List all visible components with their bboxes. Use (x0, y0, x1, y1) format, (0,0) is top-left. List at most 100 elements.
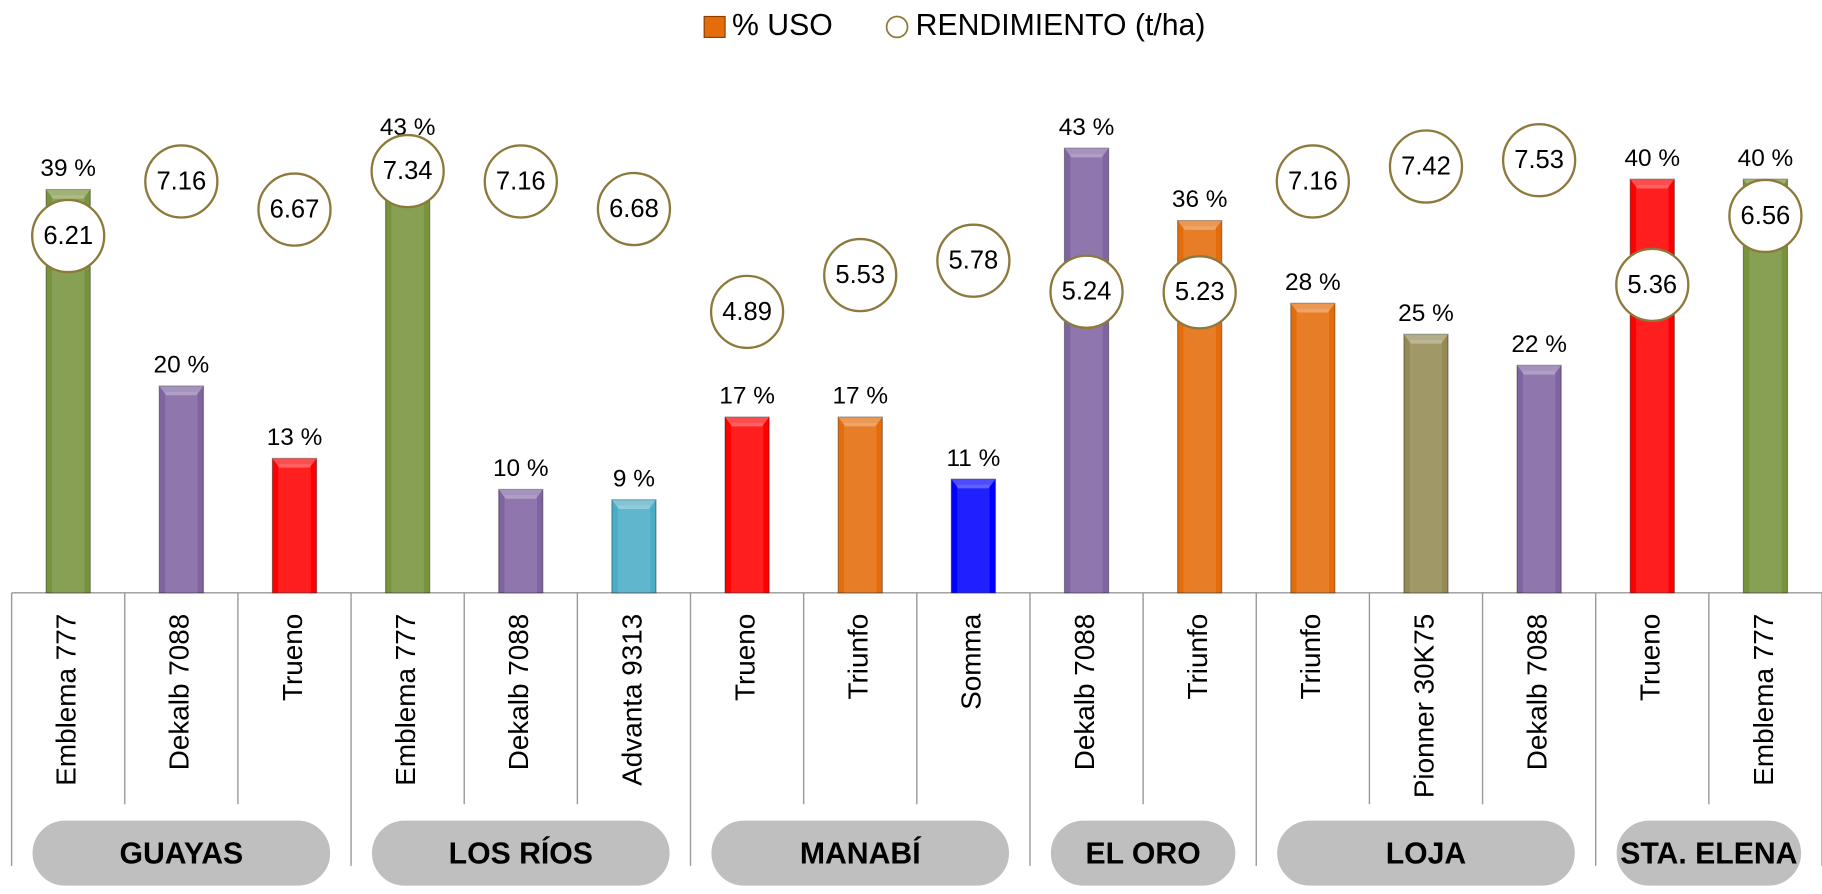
bar (384, 147, 431, 594)
yield-marker (31, 198, 106, 274)
bar-cap (159, 385, 204, 396)
bar (950, 478, 997, 594)
data-label: 28 % (1285, 269, 1341, 296)
yield-marker (257, 172, 332, 247)
data-label: 40 % (1624, 145, 1680, 172)
bar-bevel (391, 153, 424, 593)
yield-label: 6.67 (270, 196, 320, 224)
yield-marker (483, 144, 558, 219)
bar-cap (1403, 334, 1449, 344)
data-label: 43 % (1059, 114, 1115, 141)
yield-marker (1275, 144, 1351, 219)
yield-marker (1049, 254, 1124, 329)
yield-label: 7.16 (156, 167, 206, 195)
x-tick-label: Emblema 777 (390, 614, 421, 786)
yield-marker (370, 133, 445, 209)
yield-label: 5.23 (1175, 278, 1225, 306)
bar (724, 416, 770, 594)
bar-bevel (1070, 153, 1103, 593)
yield-label: 6.68 (609, 195, 659, 223)
yield-label: 6.21 (43, 222, 93, 250)
x-tick-label: Emblema 777 (51, 614, 82, 786)
data-label: 17 % (719, 383, 775, 410)
bar-bevel (843, 422, 877, 593)
x-tick-label: Dekalb 7088 (1069, 614, 1100, 771)
yield-marker (1615, 247, 1690, 323)
yield-label: 7.34 (383, 157, 433, 185)
group-pill (1272, 815, 1580, 891)
yield-marker (823, 237, 898, 313)
yield-label: 5.24 (1062, 278, 1112, 306)
group-label: EL ORO (1085, 837, 1200, 870)
yield-marker (596, 171, 672, 247)
legend-label: % USO (732, 9, 833, 42)
yield-label: 5.53 (835, 261, 885, 289)
data-label: 20 % (154, 352, 210, 379)
bar-cap (1630, 179, 1675, 189)
bar (611, 499, 657, 594)
x-tick-label: Dekalb 7088 (1521, 614, 1552, 771)
yield-marker (1728, 178, 1803, 254)
yield-label: 5.78 (949, 247, 999, 275)
yield-label: 7.16 (1288, 167, 1338, 195)
bar-bevel (1636, 184, 1669, 593)
group-pill (27, 815, 335, 891)
bar-cap (1290, 303, 1335, 313)
data-label: 39 % (40, 155, 96, 182)
bar (1290, 302, 1336, 594)
bar-cap (1517, 365, 1562, 375)
bar (1063, 147, 1110, 594)
data-label: 11 % (946, 445, 1000, 472)
group-label: STA. ELENA (1620, 837, 1797, 870)
bar (158, 385, 205, 594)
bar-cap (498, 489, 543, 499)
bar-bevel (617, 505, 651, 593)
yield-label: 4.89 (722, 298, 772, 326)
x-tick-label: Pionner 30K75 (1408, 614, 1439, 798)
x-tick-label: Trueno (1635, 614, 1666, 701)
bar-cap (838, 417, 883, 427)
bar-cap (951, 479, 996, 489)
bar-cap (46, 189, 91, 199)
yield-label: 7.42 (1401, 152, 1451, 180)
data-label: 22 % (1511, 331, 1567, 358)
yield-marker (1388, 129, 1464, 204)
legend: % USO RENDIMIENTO (t/ha) (703, 9, 1205, 42)
yield-marker (1162, 255, 1237, 330)
group-label: LOS RÍOS (449, 836, 593, 870)
bar-cap (1177, 220, 1222, 230)
bar-bevel (730, 422, 764, 593)
bar (1403, 333, 1449, 594)
x-tick-label: Trueno (729, 614, 760, 701)
x-tick-label: Advanta 9313 (616, 614, 647, 786)
bar (837, 416, 883, 594)
group-pill (1046, 815, 1240, 891)
data-label: 25 % (1398, 300, 1454, 327)
legend-marker (885, 15, 909, 39)
legend-marker (703, 15, 726, 38)
bar-bevel (957, 484, 990, 593)
yield-label: 6.56 (1741, 202, 1791, 230)
bar-cap (611, 499, 657, 510)
bar-cap (272, 458, 317, 468)
bar-bevel (1409, 340, 1443, 593)
group-pill (367, 815, 675, 891)
data-label: 40 % (1738, 145, 1794, 172)
data-label: 10 % (493, 455, 549, 482)
x-tick-label: Dekalb 7088 (164, 614, 195, 771)
x-tick-label: Triunfo (843, 614, 874, 700)
x-tick-label: Dekalb 7088 (503, 614, 534, 771)
yield-marker (1501, 123, 1577, 198)
data-label: 36 % (1172, 186, 1228, 213)
group-label: LOJA (1386, 837, 1467, 870)
yield-label: 5.36 (1627, 271, 1677, 299)
yield-marker (709, 274, 785, 350)
bar-bevel (1522, 371, 1556, 593)
data-label: 9 % (613, 465, 655, 492)
yield-marker (936, 223, 1011, 298)
group-pill (706, 815, 1014, 891)
bar (1516, 364, 1562, 594)
x-tick-label: Somma (956, 613, 987, 710)
